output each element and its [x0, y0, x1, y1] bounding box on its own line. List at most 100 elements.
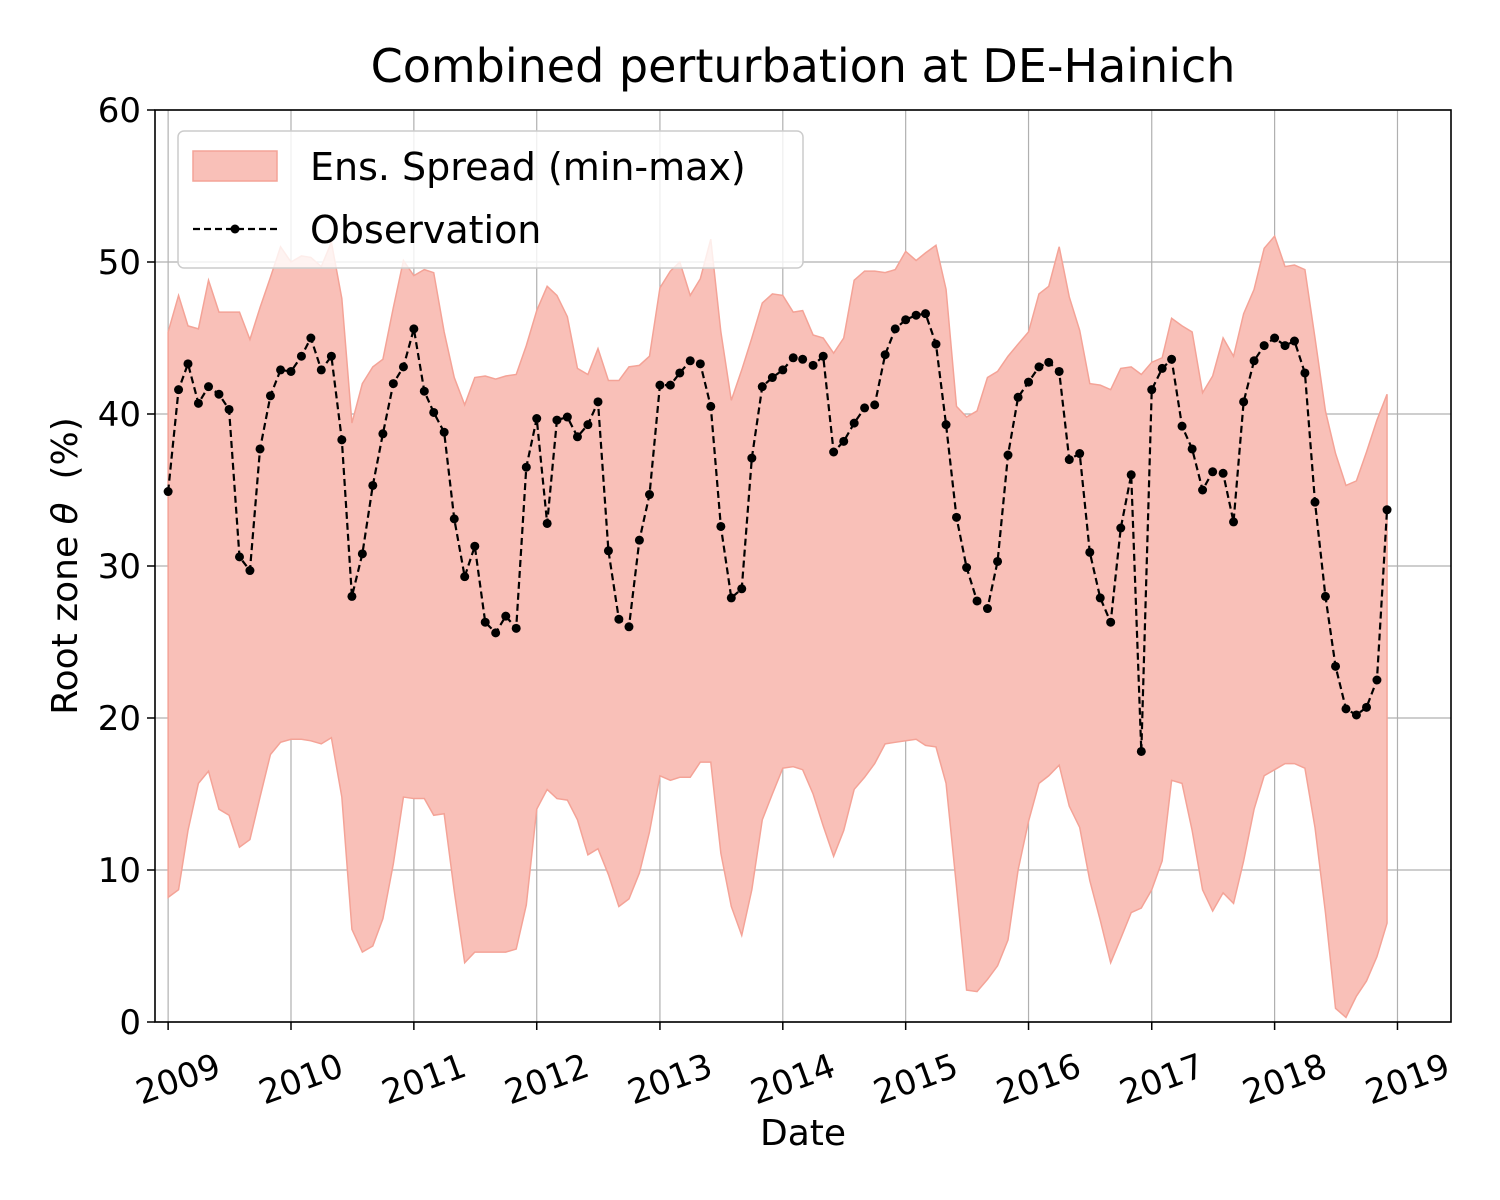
- observation-point: [952, 512, 961, 522]
- observation-point: [1300, 368, 1310, 378]
- x-tick-label: 2013: [623, 1046, 718, 1113]
- observation-point: [921, 309, 931, 319]
- observation-point: [368, 480, 378, 490]
- observation-point: [1289, 336, 1299, 346]
- observation-point: [1034, 362, 1044, 372]
- observation-point: [245, 566, 255, 576]
- y-axis-label-suffix: (%): [45, 417, 86, 502]
- observation-point: [296, 351, 306, 361]
- legend-observation-marker: [230, 224, 240, 234]
- observation-point: [849, 418, 859, 428]
- y-tick-label: 30: [98, 547, 141, 587]
- observation-point: [1136, 746, 1146, 756]
- x-tick-label: 2009: [131, 1046, 226, 1113]
- x-tick-label: 2016: [991, 1046, 1086, 1113]
- observation-point: [1229, 517, 1239, 527]
- observation-point: [614, 614, 624, 624]
- observation-point: [552, 415, 562, 425]
- observation-point: [1116, 523, 1126, 533]
- observation-point: [972, 596, 982, 606]
- y-tick-label: 20: [98, 699, 141, 739]
- observation-points: [163, 309, 1392, 756]
- observation-point: [449, 514, 459, 524]
- y-axis-ticks: 0 10 20 30 40 50 60: [98, 91, 155, 1043]
- x-tick-label: 2010: [254, 1046, 349, 1113]
- observation-point: [357, 549, 367, 559]
- observation-point: [163, 487, 173, 497]
- observation-point: [214, 389, 224, 399]
- y-tick-label: 50: [98, 243, 141, 283]
- y-axis-label: Root zone θ (%): [45, 417, 86, 715]
- observation-point: [1106, 617, 1116, 627]
- observation-point: [870, 400, 880, 410]
- observation-point: [1341, 704, 1351, 714]
- legend: Ens. Spread (min-max) Observation: [177, 130, 804, 269]
- observation-point: [695, 359, 705, 369]
- observation-point: [1157, 363, 1167, 373]
- observation-point: [624, 622, 634, 632]
- observation-point: [306, 333, 316, 343]
- observation-point: [880, 350, 890, 360]
- observation-point: [1024, 377, 1034, 387]
- observation-point: [388, 379, 398, 389]
- observation-point: [685, 356, 695, 366]
- observation-point: [890, 324, 900, 334]
- observation-point: [1270, 333, 1280, 343]
- observation-point: [255, 444, 265, 454]
- observation-point: [1239, 397, 1249, 407]
- x-tick-label: 2017: [1114, 1046, 1209, 1113]
- observation-point: [665, 380, 675, 390]
- observation-point: [193, 398, 203, 408]
- observation-point: [204, 382, 214, 392]
- observation-point: [1147, 385, 1157, 395]
- observation-point: [337, 435, 347, 445]
- observation-point: [982, 604, 992, 614]
- y-tick-label: 0: [119, 1003, 141, 1043]
- observation-point: [593, 397, 603, 407]
- y-tick-label: 40: [98, 395, 141, 435]
- y-tick-label: 10: [98, 851, 141, 891]
- observation-point: [224, 404, 234, 414]
- y-axis-label-prefix: Root zone: [45, 524, 86, 714]
- observation-point: [583, 420, 593, 430]
- observation-point: [1310, 497, 1320, 507]
- observation-line: [167, 312, 1389, 752]
- observation-point: [767, 373, 777, 383]
- observation-point: [1280, 341, 1290, 351]
- observation-point: [808, 360, 818, 370]
- x-tick-label: 2019: [1360, 1046, 1455, 1113]
- observation-point: [1177, 421, 1187, 431]
- observation-point: [993, 556, 1003, 566]
- observation-point: [1075, 449, 1085, 459]
- observation-point: [572, 432, 582, 442]
- observation-point: [276, 365, 286, 375]
- observation-point: [326, 351, 336, 361]
- observation-point: [419, 386, 429, 396]
- observation-point: [1064, 455, 1074, 465]
- observation-point: [1259, 341, 1269, 351]
- observation-point: [542, 518, 552, 528]
- observation-point: [1382, 505, 1392, 515]
- observation-point: [1331, 661, 1341, 671]
- x-tick-label: 2015: [868, 1046, 963, 1113]
- observation-point: [429, 407, 439, 417]
- observation-point: [737, 584, 747, 594]
- observation-point: [562, 412, 572, 422]
- x-axis-ticks: 2009 2010 2011 2012 2013 2014 2015 2016 2017 2018…: [131, 1022, 1455, 1113]
- y-axis-label-symbol: θ: [45, 502, 86, 524]
- observation-point: [931, 339, 941, 349]
- observation-point: [234, 552, 244, 562]
- legend-observation-label: Observation: [310, 208, 541, 252]
- observation-point: [1187, 444, 1197, 454]
- observation-point: [911, 310, 921, 320]
- observation-point: [1167, 354, 1177, 364]
- observation-point: [860, 403, 870, 413]
- observation-point: [901, 315, 911, 325]
- observation-point: [460, 572, 470, 582]
- observation-point: [1208, 467, 1218, 477]
- observation-point: [183, 359, 193, 369]
- observation-point: [480, 617, 490, 627]
- x-tick-label: 2014: [746, 1046, 841, 1113]
- observation-point: [634, 535, 644, 545]
- observation-point: [1320, 591, 1330, 601]
